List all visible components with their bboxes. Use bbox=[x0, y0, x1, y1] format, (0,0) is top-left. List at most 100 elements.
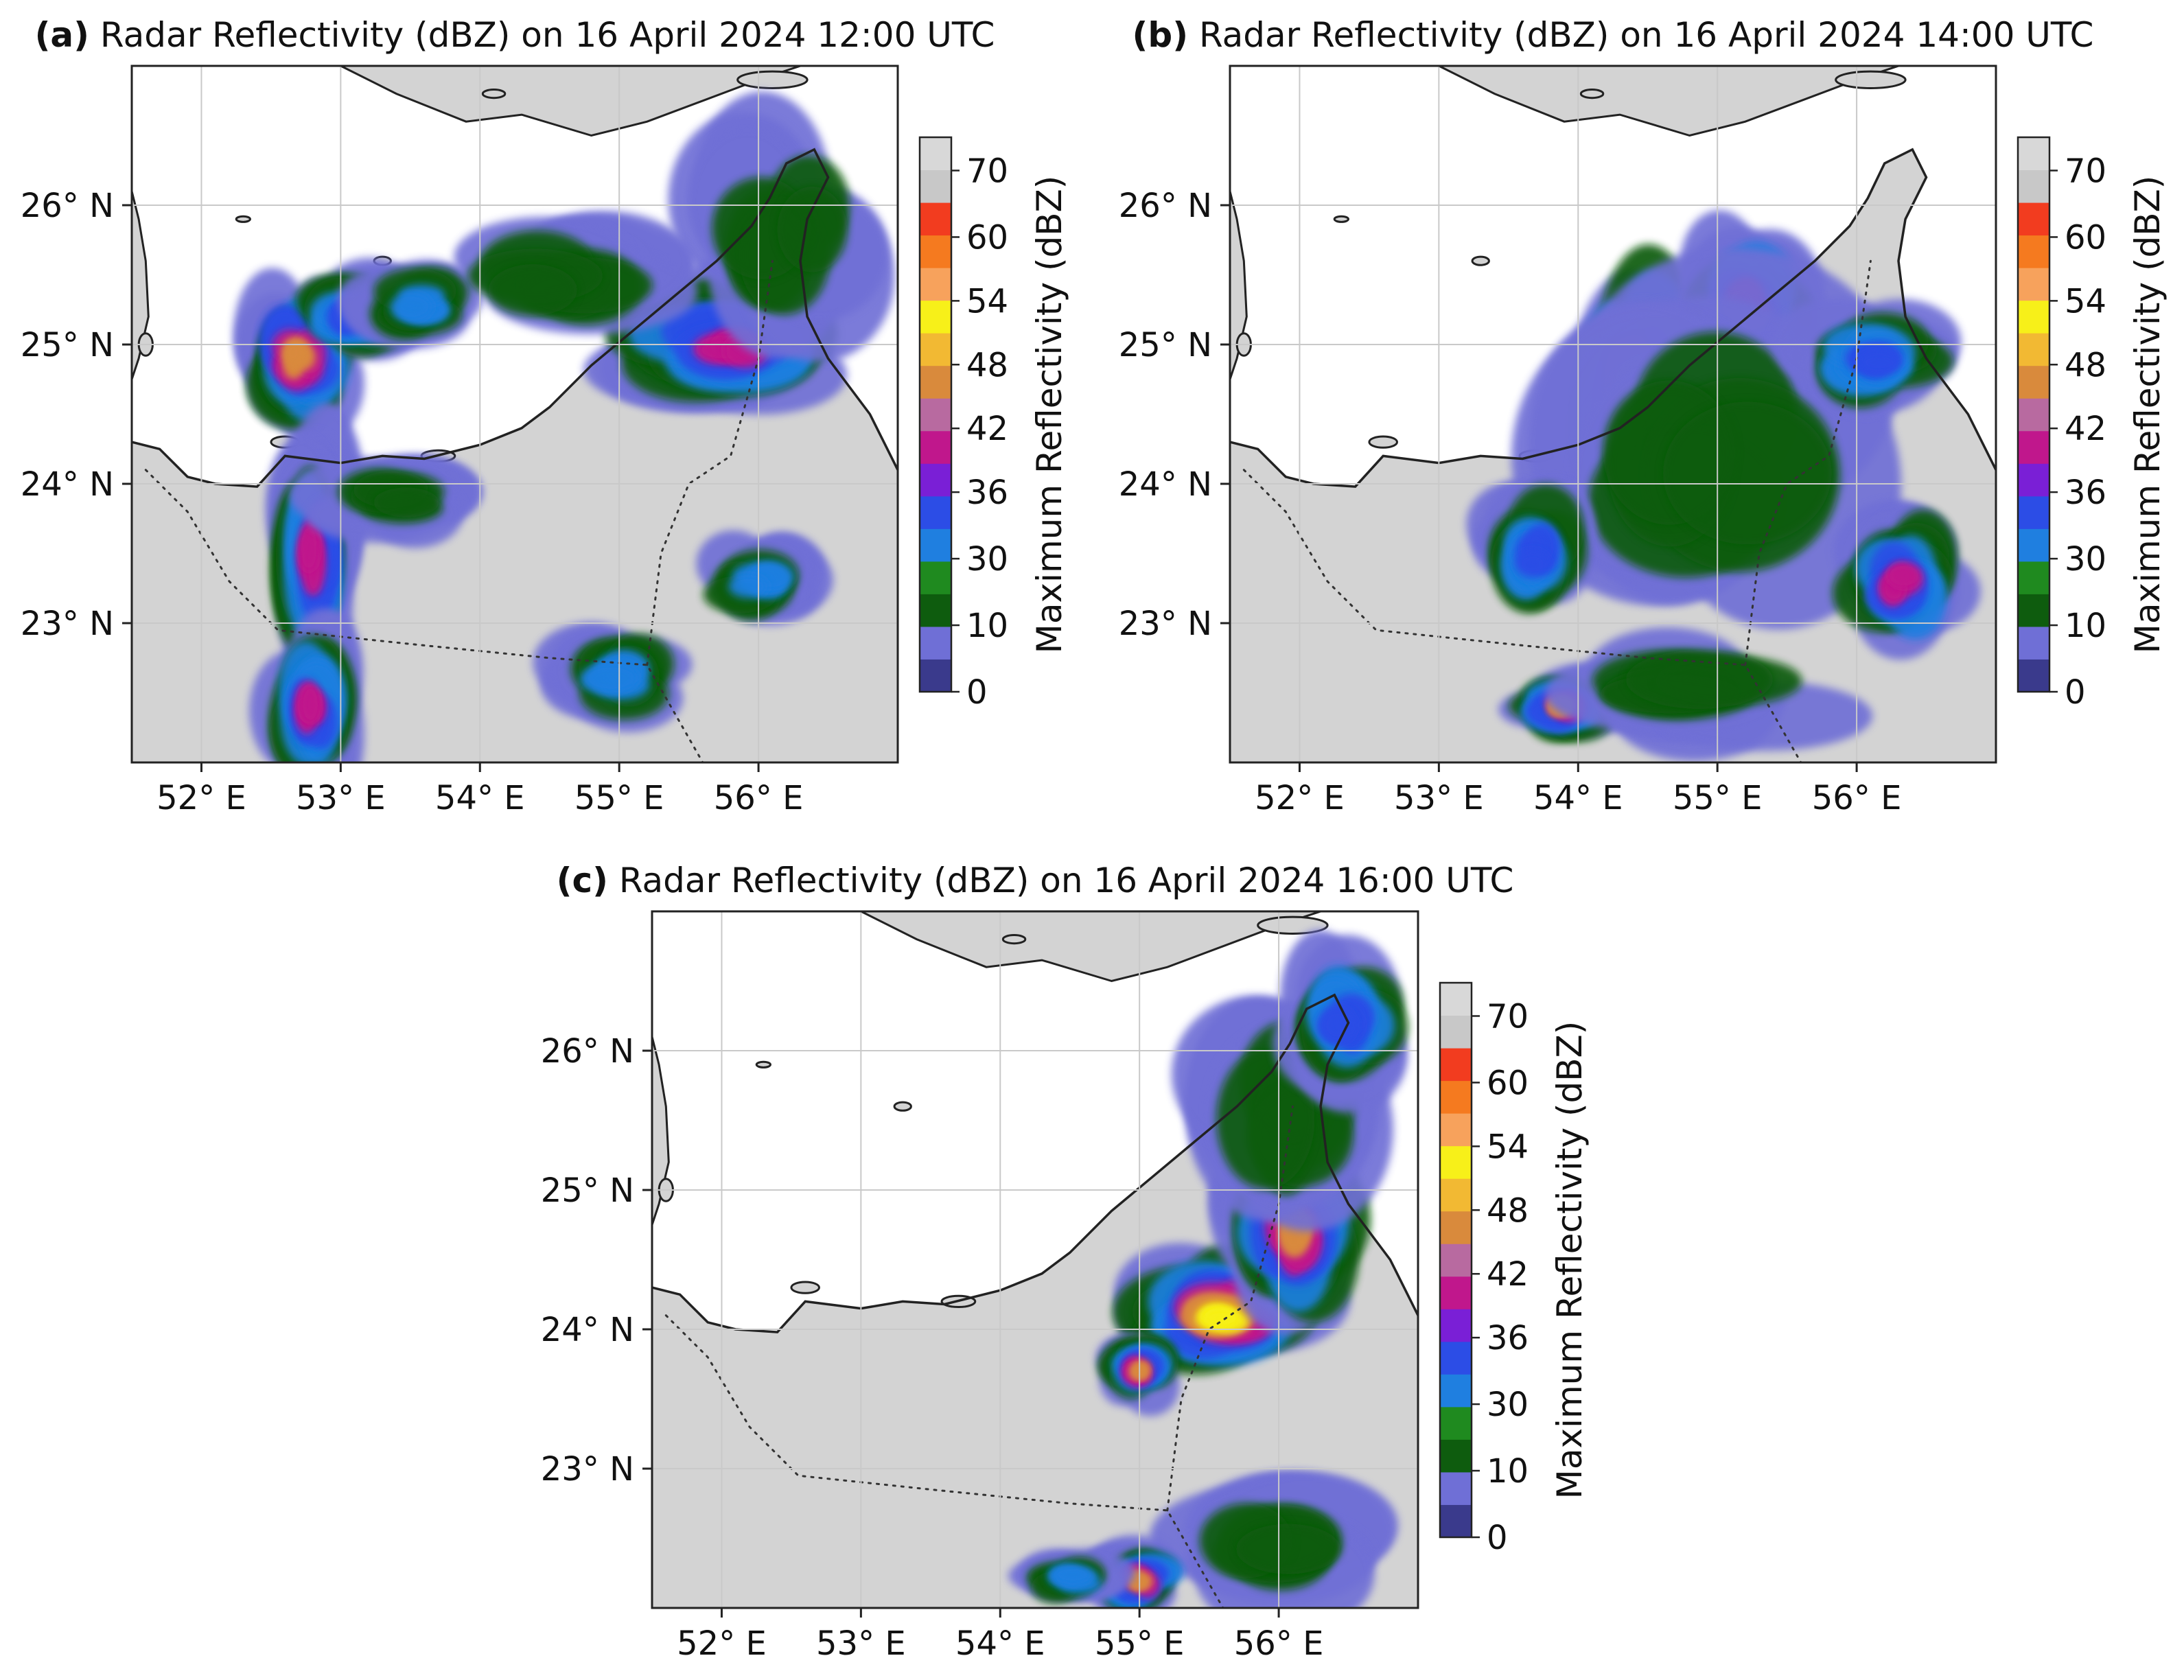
echo-blob bbox=[1886, 563, 1922, 589]
colorbar-segment bbox=[1440, 1178, 1472, 1212]
colorbar-segment bbox=[1440, 1015, 1472, 1049]
lon-tick-label: 55° E bbox=[1095, 1624, 1185, 1663]
echo-blob bbox=[1515, 550, 1550, 578]
colorbar-segment bbox=[1440, 1211, 1472, 1244]
colorbar-segment bbox=[2018, 495, 2049, 529]
echo-blob bbox=[583, 663, 638, 693]
coastline bbox=[132, 148, 898, 488]
border-line bbox=[1166, 1105, 1294, 1512]
lon-tick-label: 52° E bbox=[1255, 779, 1345, 817]
colorbar-tick-label: 70 bbox=[2065, 152, 2106, 190]
radar-echoes bbox=[233, 91, 895, 762]
island bbox=[1001, 934, 1027, 945]
gridlines bbox=[1230, 66, 1996, 762]
radar-echoes bbox=[1466, 210, 1981, 762]
lat-tick-label: 25° N bbox=[541, 1171, 634, 1210]
coastline bbox=[652, 993, 1418, 1333]
colorbar-tick-label: 48 bbox=[2065, 346, 2106, 384]
island bbox=[893, 1101, 912, 1112]
colorbar-tick-label: 60 bbox=[1487, 1064, 1529, 1102]
colorbar: 70 60 54 48 42 36 30 10 0 Maximum Reflectivity (d… bbox=[918, 136, 1069, 712]
echo-blob bbox=[777, 187, 848, 272]
colorbar-tick-label: 30 bbox=[2065, 540, 2106, 579]
land-qatar bbox=[132, 190, 150, 381]
lat-tick-label: 23° N bbox=[1119, 605, 1212, 643]
colorbar-frame bbox=[918, 136, 953, 693]
colorbar-segment bbox=[920, 137, 951, 171]
colorbar-segment bbox=[2018, 430, 2049, 464]
lat-tick-label: 24° N bbox=[1119, 465, 1212, 504]
colorbar-segment bbox=[2018, 626, 2049, 660]
colorbar-segment bbox=[1440, 1276, 1472, 1309]
colorbar-tick-label: 54 bbox=[966, 282, 1008, 320]
coastline bbox=[1230, 148, 1996, 488]
colorbar-segment bbox=[1440, 1374, 1472, 1408]
colorbar-segment bbox=[920, 333, 951, 366]
colorbar-tick-label: 54 bbox=[1487, 1128, 1529, 1166]
colorbar-tick-label: 30 bbox=[1487, 1386, 1529, 1424]
panel-letter: (c) bbox=[557, 861, 608, 900]
colorbar-segment bbox=[920, 300, 951, 334]
lon-tick-label: 52° E bbox=[156, 779, 246, 817]
lat-tick-label: 25° N bbox=[21, 326, 114, 364]
lat-tick-label: 25° N bbox=[1119, 326, 1212, 364]
colorbar-segment bbox=[2018, 137, 2049, 171]
colorbar-tick-label: 30 bbox=[966, 540, 1008, 579]
colorbar-tick-label: 36 bbox=[1487, 1319, 1529, 1357]
island bbox=[790, 1281, 820, 1294]
gridlines bbox=[652, 911, 1418, 1608]
colorbar-segment bbox=[920, 268, 951, 301]
map-area bbox=[652, 911, 1418, 1608]
colorbar-tick-label: 36 bbox=[966, 474, 1008, 512]
colorbar-segment bbox=[1440, 1309, 1472, 1342]
colorbar-segment bbox=[920, 594, 951, 627]
colorbar-segment bbox=[1440, 1080, 1472, 1114]
land-iran bbox=[859, 911, 1322, 983]
colorbar-tick-label: 48 bbox=[1487, 1191, 1529, 1230]
colorbar-segment bbox=[2018, 333, 2049, 366]
colorbar-segment bbox=[2018, 170, 2049, 203]
echo-blob bbox=[1205, 1309, 1240, 1327]
map-area bbox=[132, 66, 898, 762]
lat-tick-label: 26° N bbox=[541, 1032, 634, 1071]
colorbar-segment bbox=[1440, 1048, 1472, 1082]
colorbar-segment bbox=[920, 202, 951, 236]
colorbar-segment bbox=[2018, 300, 2049, 334]
border-line bbox=[1744, 259, 1872, 666]
lon-tick-label: 56° E bbox=[714, 779, 804, 817]
island bbox=[1257, 915, 1329, 935]
colorbar-tick-label: 54 bbox=[2065, 282, 2106, 320]
island bbox=[736, 70, 809, 89]
colorbar-tick-label: 10 bbox=[966, 607, 1008, 645]
panel-title: (b) Radar Reflectivity (dBZ) on 16 April… bbox=[1132, 15, 2094, 55]
colorbar-segment bbox=[920, 463, 951, 497]
colorbar-segment bbox=[2018, 463, 2049, 497]
colorbar-tick-label: 10 bbox=[1487, 1452, 1529, 1491]
colorbar-segment bbox=[1440, 1504, 1472, 1538]
colorbar-tick-label: 48 bbox=[966, 346, 1008, 384]
lon-tick-label: 54° E bbox=[1533, 779, 1623, 817]
lat-tick-label: 26° N bbox=[21, 187, 114, 225]
lon-tick-label: 54° E bbox=[435, 779, 525, 817]
colorbar-label: Maximum Reflectivity (dBZ) bbox=[1030, 176, 1069, 654]
panel-title: (c) Radar Reflectivity (dBZ) on 16 April… bbox=[557, 861, 1514, 900]
echo-blob bbox=[488, 264, 577, 316]
echo-blob bbox=[1236, 1524, 1340, 1574]
map-area bbox=[1230, 66, 1996, 762]
panel-letter: (b) bbox=[1132, 15, 1189, 55]
panel-title-text: Radar Reflectivity (dBZ) on 16 April 202… bbox=[1188, 15, 2093, 55]
echo-blob bbox=[1216, 1050, 1315, 1189]
colorbar-segment bbox=[1440, 1145, 1472, 1179]
echo-blob bbox=[1858, 351, 1901, 374]
colorbar-segment bbox=[2018, 268, 2049, 301]
colorbar-tick-label: 70 bbox=[966, 152, 1008, 190]
map-panel-2: (b) Radar Reflectivity (dBZ) on 16 April… bbox=[1119, 15, 2168, 817]
colorbar-segment bbox=[1440, 1341, 1472, 1375]
colorbar-segment bbox=[920, 170, 951, 203]
map-frame bbox=[1229, 65, 1997, 764]
colorbar-segment bbox=[920, 626, 951, 660]
lat-tick-label: 24° N bbox=[21, 465, 114, 504]
colorbar-segment bbox=[2018, 202, 2049, 236]
colorbar-segment bbox=[1440, 983, 1472, 1016]
echo-blob bbox=[1663, 401, 1832, 545]
